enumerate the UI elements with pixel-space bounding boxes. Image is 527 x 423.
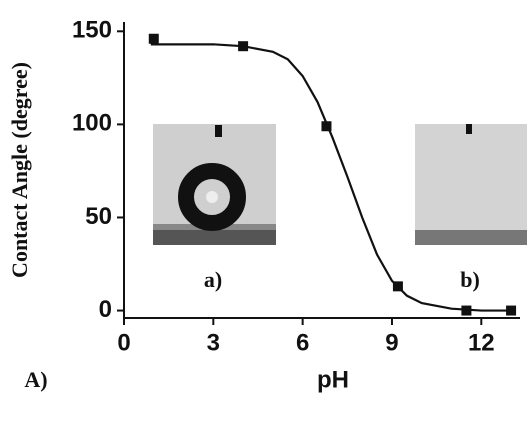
x-tick-label: 6 <box>296 329 309 356</box>
inset-a <box>153 124 276 245</box>
data-point <box>148 33 159 44</box>
y-tick-label: 50 <box>85 203 112 230</box>
y-tick-label: 0 <box>99 296 112 323</box>
inset-b <box>415 124 527 245</box>
x-axis-label: pH <box>317 366 349 393</box>
y-tick-label: 150 <box>72 17 112 44</box>
x-tick-label: 9 <box>385 329 398 356</box>
annotation: a) <box>204 267 222 292</box>
data-point <box>321 121 332 132</box>
y-tick-label: 100 <box>72 110 112 137</box>
panel-label: A) <box>24 367 47 392</box>
y-axis-label: Contact Angle (degree) <box>7 62 32 278</box>
x-tick-label: 0 <box>117 329 130 356</box>
x-tick-label: 12 <box>468 329 495 356</box>
x-tick-label: 3 <box>207 329 220 356</box>
fit-line <box>150 43 512 312</box>
annotation: b) <box>460 267 480 292</box>
